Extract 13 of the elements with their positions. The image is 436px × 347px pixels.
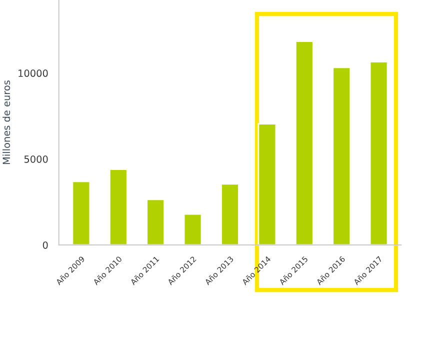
bar — [294, 40, 314, 245]
bar — [332, 66, 352, 245]
bar — [146, 198, 166, 245]
bar — [258, 123, 277, 245]
bar — [220, 183, 240, 245]
bar — [108, 168, 128, 245]
y-axis-title: Millones de euros — [2, 80, 10, 164]
y-tick-label: 10000 — [18, 70, 48, 77]
y-tick-label: 0 — [42, 241, 48, 249]
bar — [72, 180, 91, 245]
bar — [183, 213, 202, 245]
y-tick-label: 5000 — [24, 156, 48, 163]
bar — [369, 61, 388, 245]
